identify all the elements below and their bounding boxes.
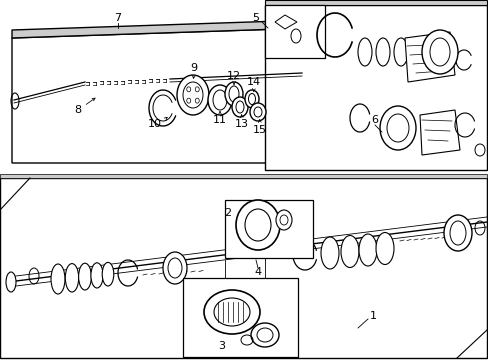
Ellipse shape xyxy=(474,144,484,156)
Ellipse shape xyxy=(177,75,208,115)
Ellipse shape xyxy=(236,200,280,250)
Ellipse shape xyxy=(357,38,371,66)
Ellipse shape xyxy=(340,235,358,267)
Text: 1: 1 xyxy=(369,311,376,321)
Text: 3: 3 xyxy=(218,341,225,351)
Polygon shape xyxy=(0,174,486,178)
Ellipse shape xyxy=(163,252,186,284)
Ellipse shape xyxy=(51,264,65,294)
Ellipse shape xyxy=(443,215,471,251)
Ellipse shape xyxy=(375,233,393,265)
Ellipse shape xyxy=(449,221,465,245)
Polygon shape xyxy=(264,5,486,170)
Ellipse shape xyxy=(224,82,243,106)
Text: 14: 14 xyxy=(246,77,261,87)
Text: 15: 15 xyxy=(252,125,266,135)
Ellipse shape xyxy=(214,298,249,326)
Text: 10: 10 xyxy=(148,119,162,129)
Ellipse shape xyxy=(79,263,91,290)
Polygon shape xyxy=(183,278,297,357)
Polygon shape xyxy=(419,110,459,155)
Ellipse shape xyxy=(429,38,449,66)
Ellipse shape xyxy=(6,272,16,292)
Ellipse shape xyxy=(203,290,260,334)
Ellipse shape xyxy=(207,85,231,115)
Ellipse shape xyxy=(249,103,265,121)
Ellipse shape xyxy=(320,237,338,269)
Ellipse shape xyxy=(102,262,114,286)
Ellipse shape xyxy=(236,101,244,113)
Ellipse shape xyxy=(183,82,203,108)
Text: 2: 2 xyxy=(224,208,231,218)
Ellipse shape xyxy=(257,328,272,342)
Ellipse shape xyxy=(379,106,415,150)
Ellipse shape xyxy=(248,94,255,104)
Text: 9: 9 xyxy=(190,63,197,73)
Ellipse shape xyxy=(244,209,270,241)
Polygon shape xyxy=(12,20,309,38)
Ellipse shape xyxy=(213,90,226,110)
Polygon shape xyxy=(264,5,325,58)
Text: 12: 12 xyxy=(226,71,241,81)
Text: 8: 8 xyxy=(74,105,81,115)
Ellipse shape xyxy=(421,30,457,74)
Polygon shape xyxy=(264,0,486,5)
Polygon shape xyxy=(0,178,486,358)
Ellipse shape xyxy=(280,215,287,225)
Ellipse shape xyxy=(228,86,239,102)
Ellipse shape xyxy=(65,264,79,292)
Ellipse shape xyxy=(231,97,247,117)
Text: 5: 5 xyxy=(252,13,259,23)
Ellipse shape xyxy=(393,38,407,66)
Ellipse shape xyxy=(250,323,279,347)
Text: 11: 11 xyxy=(213,115,226,125)
Polygon shape xyxy=(274,15,296,29)
Ellipse shape xyxy=(358,234,376,266)
Ellipse shape xyxy=(275,210,291,230)
Ellipse shape xyxy=(91,263,103,288)
Ellipse shape xyxy=(168,258,182,278)
Ellipse shape xyxy=(375,38,389,66)
Ellipse shape xyxy=(244,90,259,108)
Ellipse shape xyxy=(386,114,408,142)
Text: 13: 13 xyxy=(235,119,248,129)
Polygon shape xyxy=(224,200,312,258)
Text: 6: 6 xyxy=(371,115,378,125)
Polygon shape xyxy=(404,32,454,82)
Text: 7: 7 xyxy=(114,13,122,23)
Text: 4: 4 xyxy=(254,267,261,277)
Ellipse shape xyxy=(290,29,301,43)
Polygon shape xyxy=(12,28,309,163)
Ellipse shape xyxy=(253,107,262,117)
